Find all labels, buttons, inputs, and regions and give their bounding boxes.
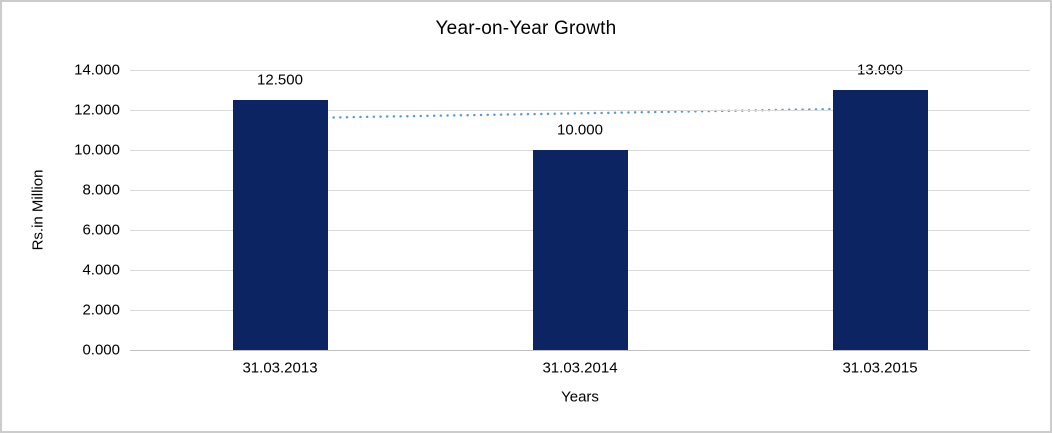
bar-31.03.2013 <box>232 100 328 350</box>
gridline <box>130 70 1030 71</box>
data-label: 10.000 <box>557 121 603 139</box>
x-axis-line <box>130 350 1030 351</box>
y-tick-label: 0.000 <box>82 341 120 359</box>
y-tick-label: 8.000 <box>82 181 120 199</box>
y-tick-label: 12.000 <box>74 101 120 119</box>
x-tick-label: 31.03.2013 <box>242 359 318 377</box>
x-tick-label: 31.03.2015 <box>842 359 918 377</box>
gridline <box>130 110 1030 111</box>
y-tick-label: 6.000 <box>82 221 120 239</box>
data-label: 12.500 <box>257 71 303 89</box>
bar-31.03.2015 <box>832 90 928 350</box>
bar-31.03.2014 <box>532 150 628 350</box>
y-tick-label: 4.000 <box>82 261 120 279</box>
y-tick-label: 14.000 <box>74 61 120 79</box>
x-axis-title: Years <box>561 388 599 406</box>
chart-title: Year-on-Year Growth <box>435 18 617 39</box>
y-tick-label: 2.000 <box>82 301 120 319</box>
y-tick-label: 10.000 <box>74 141 120 159</box>
x-tick-label: 31.03.2014 <box>542 359 618 377</box>
